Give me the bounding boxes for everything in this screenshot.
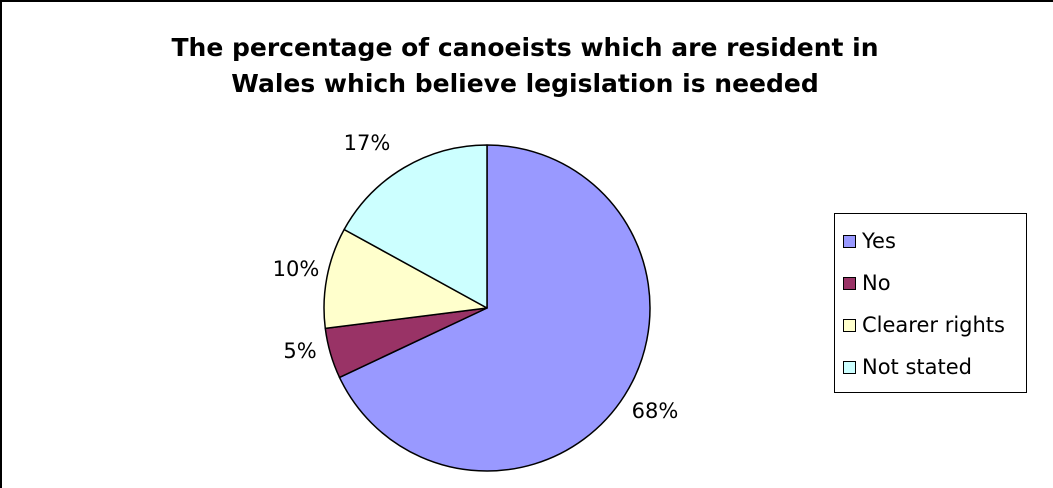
legend-item-no: No <box>843 268 891 298</box>
data-label-no: 5% <box>283 339 316 363</box>
data-label-yes: 68% <box>632 399 679 423</box>
legend-label-yes: Yes <box>862 229 896 253</box>
data-label-not-stated: 17% <box>344 131 391 155</box>
legend-swatch-not-stated <box>843 360 856 374</box>
legend-label-clearer-rights: Clearer rights <box>862 313 1005 337</box>
legend-label-no: No <box>862 271 891 295</box>
legend-item-yes: Yes <box>843 226 896 256</box>
chart-title-line-1: The percentage of canoeists which are re… <box>171 33 879 62</box>
chart-title: The percentage of canoeists which are re… <box>60 30 990 102</box>
chart-title-line-2: Wales which believe legislation is neede… <box>231 69 819 98</box>
pie-slice-yes <box>338 144 651 472</box>
pie-slice-clearer-rights <box>323 228 488 330</box>
legend-item-clearer-rights: Clearer rights <box>843 310 1005 340</box>
legend-item-not-stated: Not stated <box>843 352 972 382</box>
legend-swatch-clearer-rights <box>843 318 856 332</box>
legend-swatch-no <box>843 276 856 290</box>
legend-swatch-yes <box>843 234 856 248</box>
legend-label-not-stated: Not stated <box>862 355 972 379</box>
legend: Yes No Clearer rights Not stated <box>834 213 1027 393</box>
pie-slice-not-stated <box>343 144 488 309</box>
data-label-clearer-rights: 10% <box>273 257 320 281</box>
